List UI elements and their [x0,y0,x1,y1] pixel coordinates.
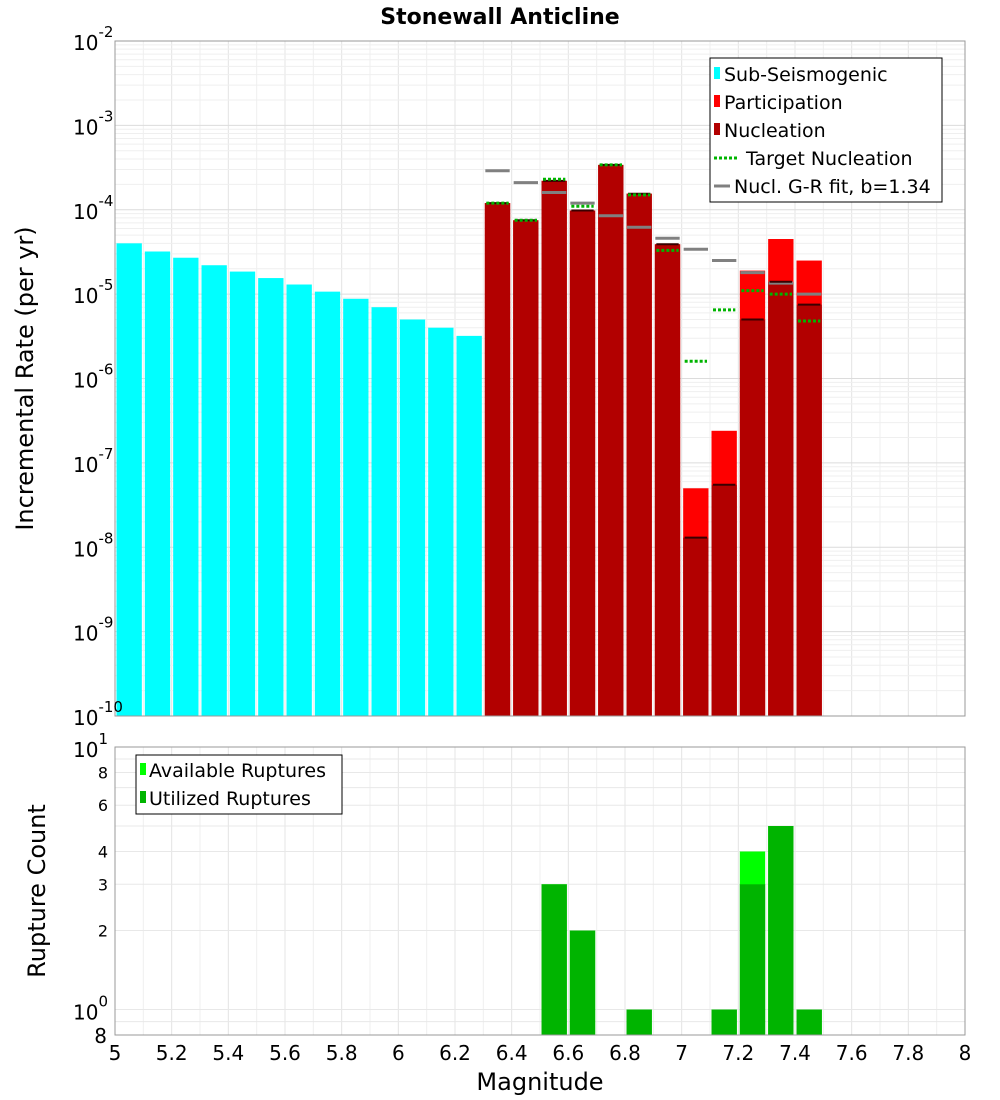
legend-label: Nucl. G-R fit, b=1.34 [734,176,931,198]
count-y-tick-label: 3 [98,875,108,894]
rate-y-tick-label: 10-2 [73,23,113,55]
rate-plot-frame [114,40,966,717]
sub-seismogenic-bar [229,271,256,716]
count-y-tick-label: 2 [98,922,108,941]
nucleation-bar [683,537,709,716]
rate-legend-box [709,57,943,203]
utilized-ruptures-bar [739,884,766,1035]
count-y-tick-label: 6 [98,796,108,815]
x-tick-label: 6.4 [496,1041,528,1065]
rate-y-tick-label: 10-5 [73,276,113,308]
legend-swatch [140,791,146,803]
utilized-ruptures-bar [768,826,794,1035]
utilized-ruptures-bar [626,1009,652,1035]
x-tick-label: 7.2 [722,1041,754,1065]
nucleation-bar [541,180,567,716]
x-tick-label: 6.8 [609,1041,641,1065]
utilized-ruptures-bar [796,1009,822,1035]
nucleation-bar [739,319,766,716]
nucleation-bar [654,244,681,717]
x-tick-label: 5.8 [326,1041,358,1065]
x-tick-label: 7 [675,1041,688,1065]
legend-label: Available Ruptures [149,760,326,782]
sub-seismogenic-bar [456,335,482,716]
sub-seismogenic-bar [173,257,199,716]
sub-seismogenic-bar [201,265,227,716]
x-tick-label: 5 [109,1041,122,1065]
nucleation-bar [569,210,596,716]
legend-label: Sub-Seismogenic [724,64,888,86]
utilized-ruptures-bar [541,884,567,1035]
rate-y-tick-label: 10-4 [73,192,113,224]
count-y-tick-label: 8 [94,1024,107,1048]
sub-seismogenic-bar [286,284,312,716]
legend-label: Target Nucleation [745,148,913,170]
count-legend: Available Ruptures Utilized Ruptures [135,754,343,815]
count-plot-frame [114,746,966,1036]
sub-seismogenic-bar [144,251,171,716]
x-tick-label: 7.4 [779,1041,811,1065]
x-tick-label: 8 [959,1041,972,1065]
count-y-tick-power: 101 [73,730,108,762]
sub-seismogenic-bar [116,243,142,717]
chart-title: Stonewall Anticline [380,5,619,30]
count-bars [541,826,822,1035]
legend-label: Participation [724,92,843,114]
magnitude-x-axis-label: Magnitude [476,1068,603,1096]
x-tick-label: 5.4 [212,1041,244,1065]
rate-y-tick-label: 10-6 [73,361,113,393]
x-tick-label: 7.8 [892,1041,924,1065]
sub-seismogenic-bar [428,327,454,716]
sub-seismogenic-bar [343,298,369,716]
count-y-tick-label: 8 [98,763,108,782]
legend-label: Utilized Ruptures [149,788,311,810]
legend-swatch [140,763,146,775]
rate-y-ticks: 10-10 10-9 10-8 10-7 10-6 10-5 10-4 10-3 10-2 [73,23,123,730]
magnitude-x-ticks: 5 5.2 5.4 5.6 5.8 6 6.2 6.4 6.6 6.8 7 7.2 7.4 7.6 7.8 8 [109,1041,972,1065]
count-y-tick-label: 4 [98,842,108,861]
nucleation-bar [796,304,822,716]
nucleation-bar [484,203,511,716]
x-tick-label: 6.2 [439,1041,471,1065]
rate-y-tick-label: 10-10 [73,698,123,730]
utilized-ruptures-bar [569,930,596,1035]
legend-swatch [714,67,720,79]
rate-panel: 10-10 10-9 10-8 10-7 10-6 10-5 10-4 10-3 10-2 St… [11,5,966,730]
x-tick-label: 7.6 [836,1041,868,1065]
rate-markers [485,163,822,539]
x-tick-label: 5.6 [269,1041,301,1065]
rate-y-tick-label: 10-7 [73,445,113,477]
count-y-tick-power: 100 [73,993,108,1025]
rate-y-axis-label: Incremental Rate (per yr) [11,226,39,530]
legend-swatch [714,95,720,107]
nucleation-bar [768,281,794,716]
rate-y-tick-label: 10-8 [73,529,113,561]
count-legend-box [135,754,343,815]
utilized-ruptures-bar [711,1009,737,1035]
sub-seismogenic-bar [371,307,397,716]
sub-seismogenic-bar [314,291,341,716]
rate-legend: Sub-Seismogenic Participation Nucleation Ta… [709,57,943,203]
nucleation-bar [598,164,624,716]
legend-swatch [714,123,720,135]
rate-y-tick-label: 10-3 [73,107,113,139]
nucleation-bar [513,220,539,717]
sub-seismogenic-bar [258,278,284,716]
rate-gridlines [114,41,966,717]
legend-label: Nucleation [724,120,826,142]
nucleation-bar [626,193,652,716]
x-tick-label: 5.2 [156,1041,188,1065]
rate-y-tick-label: 10-9 [73,614,113,646]
x-tick-label: 6.6 [552,1041,584,1065]
rate-bars [116,164,822,717]
x-tick-label: 6 [392,1041,405,1065]
count-y-axis-label: Rupture Count [23,804,51,978]
nucleation-bar [711,484,737,716]
sub-seismogenic-bar [399,319,426,716]
